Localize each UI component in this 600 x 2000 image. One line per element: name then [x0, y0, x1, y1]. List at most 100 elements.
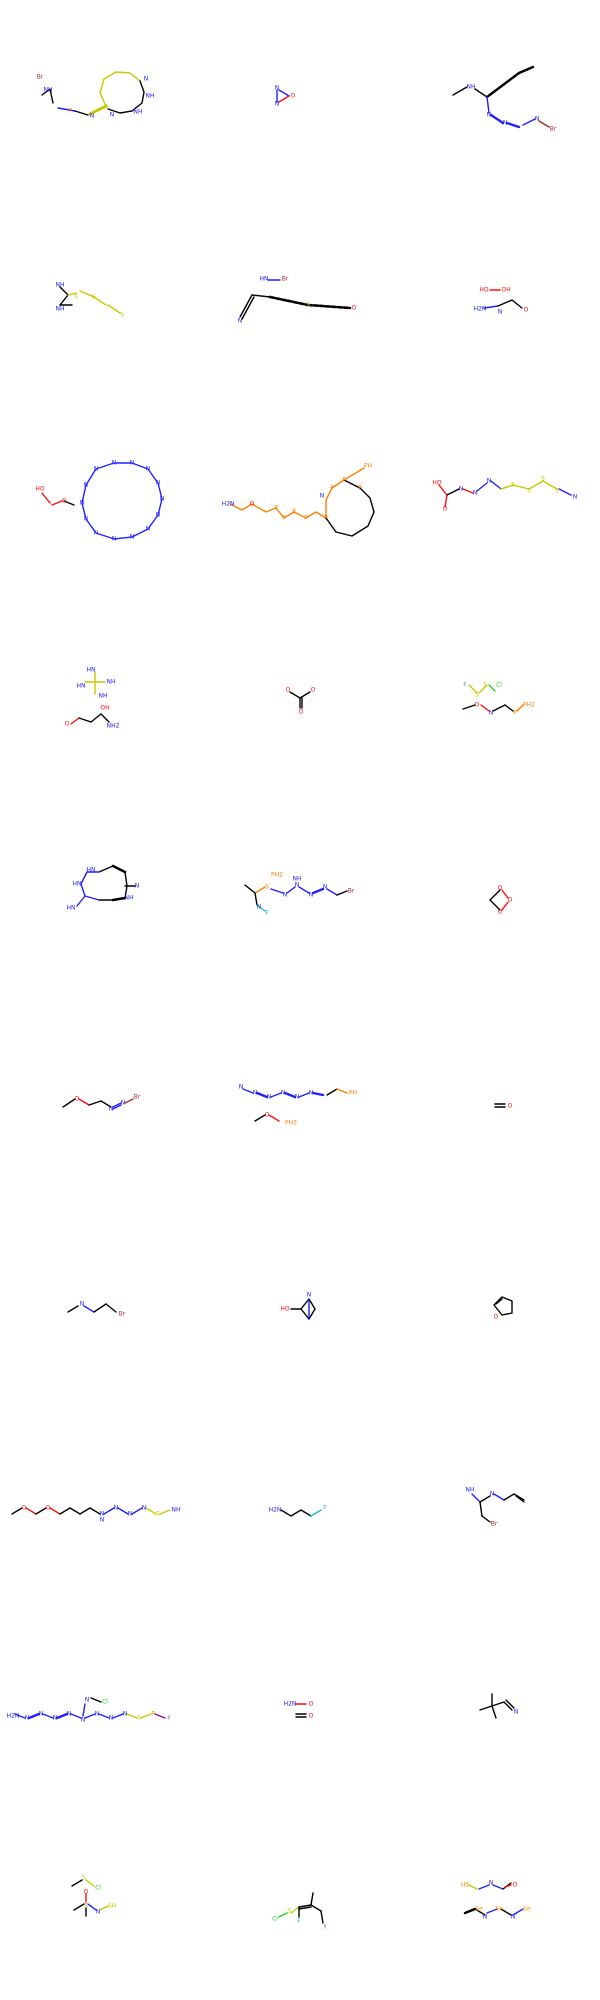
atom-label: PH: [349, 1090, 357, 1097]
atom-label: N: [94, 466, 99, 473]
atom-label: N: [267, 1094, 272, 1101]
atom-label: S: [82, 1875, 86, 1882]
molecule-14: PH2 S N N NH N N Br N F: [244, 872, 355, 917]
atom-label: N: [95, 1711, 100, 1718]
atom-label: N: [490, 1491, 495, 1498]
molecule-25: H2N N N N N N N N N S P I N Cl: [7, 1697, 171, 1724]
molecule-17: N N N N N N PH O PH3: [239, 1084, 357, 1127]
atom-label: NH: [125, 895, 134, 902]
atom-label: O: [309, 1701, 314, 1708]
atom-label: S: [511, 482, 515, 489]
molecule-2: N N O: [275, 85, 296, 108]
atom-label: O: [508, 1103, 513, 1110]
atom-label: N: [94, 530, 99, 537]
atom-label: P: [330, 485, 334, 492]
atom-label: N: [112, 536, 117, 543]
atom-label: SH: [108, 1903, 116, 1910]
atom-label: P: [292, 509, 296, 516]
atom-label: P: [68, 108, 72, 115]
molecule-10: HN NH HN NH OH O NH2: [65, 667, 120, 730]
atom-label: N: [80, 1301, 85, 1308]
atom-label: O: [524, 307, 529, 314]
atom-label: N: [498, 309, 503, 316]
atom-label: N: [146, 466, 151, 473]
atom-label: N: [295, 882, 300, 889]
atom-label: N: [123, 1711, 128, 1718]
atom-label: S: [527, 488, 531, 495]
atom-label: N: [121, 1100, 126, 1107]
atom-label: N: [275, 85, 280, 92]
atom-label: H2N: [269, 1507, 282, 1514]
atom-label: O: [498, 885, 503, 892]
atom-label: HN: [260, 276, 269, 283]
atom-label: NH: [134, 109, 143, 116]
atom-label: O: [494, 1314, 499, 1321]
atom-label: NH: [467, 84, 476, 91]
atom-label: HO: [432, 480, 442, 487]
atom-label: HN: [87, 867, 96, 874]
atom-label: O: [443, 506, 448, 513]
atom-label: P: [358, 485, 362, 492]
atom-label: N: [238, 318, 243, 325]
atom-label: N: [81, 1717, 86, 1724]
atom-label: O: [291, 93, 296, 100]
atom-label: N: [323, 884, 328, 891]
atom-label: HO: [280, 1306, 290, 1313]
atom-label: NH: [172, 1507, 181, 1514]
molecule-21: O: [493, 1296, 513, 1321]
atom-label: NH2: [107, 723, 120, 730]
atom-label: O: [46, 1505, 51, 1512]
atom-label: Br: [282, 276, 289, 283]
atom-label: Br: [119, 1311, 126, 1318]
atom-label: S: [104, 104, 108, 111]
atom-label: N: [535, 116, 540, 123]
atom-label: N: [253, 1090, 258, 1097]
atom-label: F: [297, 1918, 301, 1925]
atom-label: N: [503, 120, 508, 127]
atom-label: S: [555, 488, 559, 495]
molecule-27: N: [479, 1693, 519, 1719]
atom-label: S: [84, 1903, 88, 1910]
atom-label: N: [473, 490, 478, 497]
molecule-30: HS N O Se N Se N Se: [461, 1880, 531, 1921]
atom-label: PH3: [285, 1120, 297, 1127]
atom-label: N: [487, 478, 492, 485]
atom-label: N: [25, 1715, 30, 1722]
atom-label: PH: [364, 463, 372, 470]
atom-label: N: [67, 1711, 72, 1718]
molecule-22: O O N N N N N S NH: [11, 1505, 181, 1524]
molecule-7: HO O N N N N N N N N N N N N N N: [35, 460, 164, 543]
atom-label: S: [483, 682, 487, 689]
atom-label: F: [265, 910, 269, 917]
atom-label: N: [53, 1715, 58, 1722]
atom-label: N: [146, 526, 151, 533]
atom-label: N: [487, 112, 492, 119]
atom-label: N: [307, 1292, 312, 1299]
atom-label: Se: [475, 1906, 483, 1913]
molecule-18: O: [494, 1103, 513, 1110]
atom-label: O: [65, 721, 70, 728]
atom-label: O: [62, 498, 67, 505]
atom-label: O: [475, 702, 480, 709]
atom-label: NH: [56, 282, 65, 289]
molecule-13: HN HN HN N NH: [67, 864, 139, 912]
molecule-29: Cl S F I: [272, 1892, 326, 1931]
atom-label: F: [323, 1505, 327, 1512]
atom-label: N: [39, 1711, 44, 1718]
atom-label: N: [514, 1709, 519, 1716]
atom-label: Se: [523, 1906, 531, 1913]
atom-label: N: [281, 1090, 286, 1097]
atom-label: H2N: [284, 1701, 297, 1708]
atom-label: O: [352, 305, 357, 312]
atom-label: Br: [550, 126, 557, 133]
atom-label: Se: [495, 1906, 503, 1913]
atom-label: N: [80, 500, 85, 507]
atom-label: N: [114, 1505, 119, 1512]
atom-label: N: [112, 460, 117, 467]
atom-label: NH: [146, 93, 155, 100]
atom-label: N: [156, 480, 161, 487]
atom-label: O: [22, 1505, 27, 1512]
atom-label: N: [130, 460, 135, 467]
molecule-3: NH N N N Br: [452, 65, 557, 133]
atom-label: N: [459, 486, 464, 493]
